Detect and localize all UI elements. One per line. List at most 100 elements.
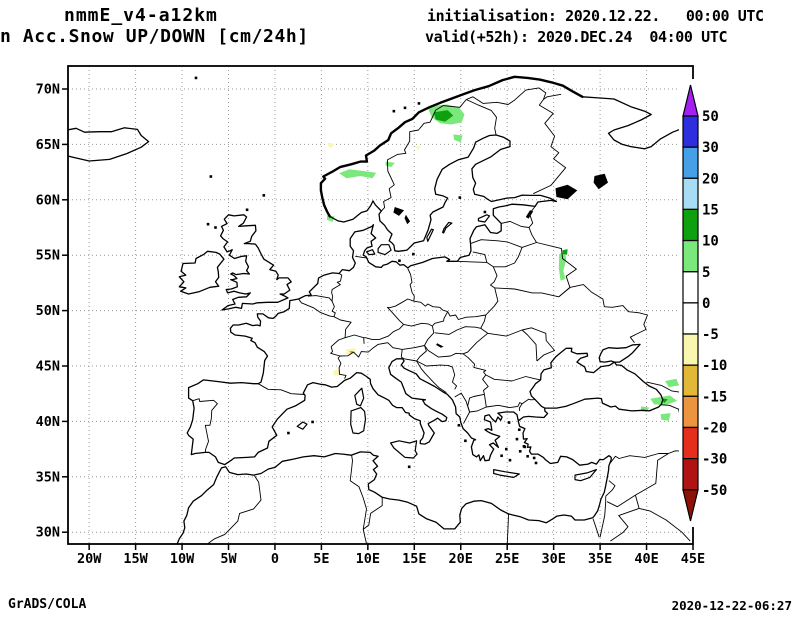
border-gr-al (463, 411, 470, 424)
island-dot (500, 454, 503, 458)
coastline-norway (319, 75, 584, 218)
snow-patch-north-sweden-sub (453, 134, 463, 143)
coastline-ireland (178, 250, 225, 295)
lon-axis-label: 35E (588, 551, 612, 567)
coastline-saaremaa (477, 214, 491, 223)
snow-patch-norway-yellow-b (415, 146, 421, 150)
border-ma-dz (206, 475, 262, 544)
border-hu-south (424, 345, 464, 358)
border-kaliningrad-s (457, 260, 487, 263)
variable-title: n Acc.Snow UP/DOWN [cm/24h] (0, 26, 309, 47)
colorbar-segment (682, 426, 699, 460)
coastline-mediterranean-blacksea (224, 343, 664, 466)
island-dot (517, 428, 521, 432)
lon-axis-label: 45E (681, 551, 705, 567)
lake-vanern (393, 207, 405, 216)
border-sy-lb (605, 480, 616, 497)
border-it-fr (337, 355, 347, 379)
border-es-fr (257, 383, 305, 395)
coastline-iceland (68, 127, 150, 162)
model-title: nmmE_v4-a12km (64, 5, 218, 26)
island-dot (458, 196, 462, 199)
snow-patch-south-norway-sub (385, 161, 395, 168)
border-si-hr (404, 345, 427, 362)
island-dot (507, 421, 511, 424)
colorbar-segment (682, 240, 699, 273)
island-dot (522, 445, 526, 448)
border-ro-rs (462, 353, 487, 376)
border-fi-se (466, 99, 497, 136)
border-it-at (371, 342, 403, 350)
lon-axis-label: 20E (449, 551, 473, 567)
grid-lines (68, 66, 693, 544)
lat-axis-label: 70N (36, 82, 60, 98)
border-mk (467, 393, 487, 413)
border-bg-gr (486, 404, 518, 409)
lon-axis-label: 5W (220, 551, 237, 567)
border-jo-sa (610, 507, 640, 542)
snow-shading (327, 104, 690, 443)
coastline-turkey-levant-africa (176, 420, 612, 544)
lat-axis-label: 40N (36, 414, 60, 430)
border-dz-tn-ly (349, 455, 368, 544)
border-tn-ly (362, 497, 383, 530)
border-kaliningrad-e (472, 251, 488, 263)
border-cz-sk (432, 311, 449, 327)
lat-axis-label: 55N (36, 248, 60, 264)
colorbar-segment (682, 364, 699, 397)
valid-time: valid(+52h): 2020.DEC.24 04:00 UTC (425, 28, 728, 46)
snow-patch-belarus-tip (562, 249, 568, 255)
snow-patch-belarus-strip (558, 251, 567, 281)
border-cz-pl (413, 300, 448, 313)
island-dot (412, 252, 415, 256)
coastline-oland (426, 228, 434, 242)
colorbar-label: -30 (702, 452, 727, 468)
colorbar-label: 10 (702, 234, 719, 250)
coastline-gotland (442, 221, 453, 234)
border-lv-ru (521, 227, 537, 248)
colorbar-label: -20 (702, 421, 727, 437)
island-dot (464, 439, 467, 443)
border-by-ua (494, 287, 559, 298)
colorbar-label: -50 (702, 483, 727, 499)
colorbar-segment (682, 333, 699, 366)
border-bg-tr (521, 398, 536, 405)
snow-patch-caucasus-1 (665, 378, 680, 388)
lon-axis-label: 10W (170, 551, 195, 567)
island-dot (526, 455, 529, 458)
colorbar-segment (682, 208, 699, 242)
colorbar-label: -15 (702, 389, 727, 405)
snow-patch-south-norway-main (339, 169, 377, 179)
border-jo-iq (634, 494, 640, 509)
border-ee-ru (528, 205, 536, 228)
island-dot (417, 102, 421, 105)
border-md-ua (521, 327, 556, 362)
island-dot (398, 259, 401, 263)
coastline-corsica (354, 387, 365, 407)
lake-onega (593, 173, 608, 190)
border-al-me (454, 392, 471, 413)
lon-axis-label: 15W (123, 551, 148, 567)
border-gr-tr (517, 402, 523, 411)
border-ua-ru (558, 284, 648, 343)
border-it-ch (339, 348, 373, 358)
border-no-ru (543, 93, 562, 100)
map-frame (67, 65, 694, 545)
lon-axis-label: 20W (77, 551, 102, 567)
coastline-britain (219, 214, 292, 311)
island-dot (262, 194, 266, 197)
colorbar-label: 0 (702, 296, 710, 312)
island-dot (504, 447, 508, 451)
map-geography (68, 75, 693, 544)
colorbar-label: 20 (702, 171, 719, 187)
border-iq-sa (638, 507, 691, 542)
border-md-ro (521, 329, 538, 362)
colorbar-label: -10 (702, 358, 727, 374)
island-dot (515, 437, 519, 441)
island-dot (407, 465, 411, 469)
lake-vattern (404, 214, 411, 225)
lon-axis-label: 15E (402, 551, 426, 567)
